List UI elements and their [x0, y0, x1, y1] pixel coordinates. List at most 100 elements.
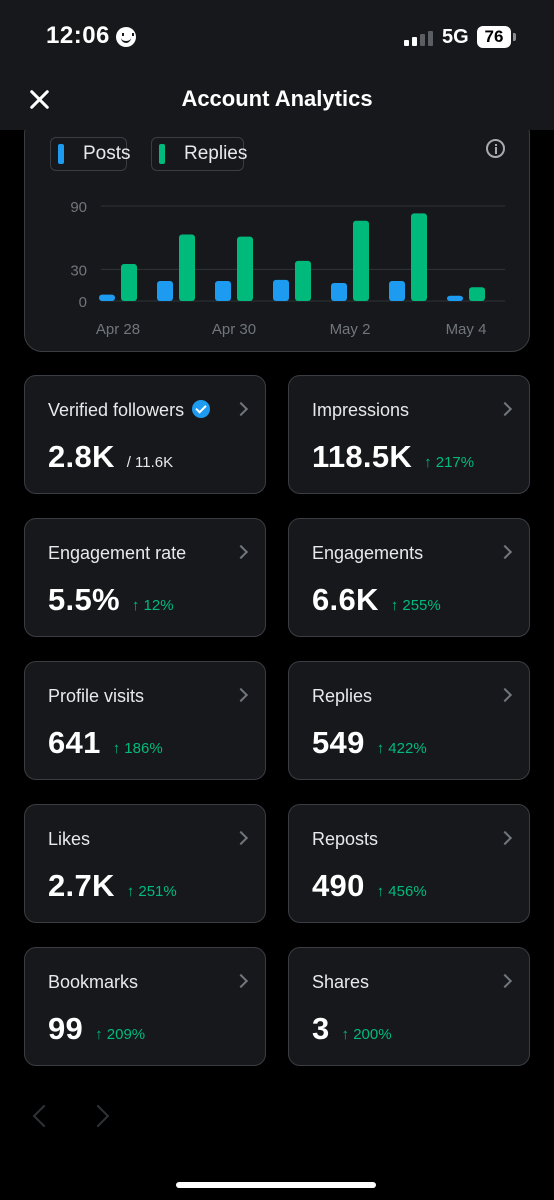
- metric-value: 5.5%: [48, 582, 120, 617]
- metric-card-profile-visits[interactable]: Profile visits 641 ↑ 186%: [24, 661, 266, 780]
- bar-replies-3[interactable]: [295, 260, 311, 301]
- metric-card-engagements[interactable]: Engagements 6.6K ↑ 255%: [288, 518, 530, 637]
- bar-replies-6[interactable]: [469, 287, 485, 301]
- battery-tip: [513, 33, 516, 41]
- metric-row: 2.7K ↑ 251%: [48, 868, 177, 904]
- metric-label: Engagements: [312, 543, 424, 563]
- chevron-right-icon: [497, 544, 513, 560]
- status-bar: 12:06 5G 76: [0, 0, 554, 72]
- status-time: 12:06: [46, 22, 110, 49]
- metric-label: Profile visits: [48, 686, 145, 706]
- metric-row: 6.6K ↑ 255%: [312, 582, 441, 618]
- metric-label: Impressions: [312, 400, 410, 420]
- y-tick-label: 30: [70, 262, 87, 279]
- metric-row: 5.5% ↑ 12%: [48, 582, 174, 618]
- bar-replies-5[interactable]: [411, 213, 427, 301]
- signal-icon: [404, 30, 434, 46]
- legend-posts-label: Posts: [83, 143, 131, 164]
- y-tick-label: 0: [79, 294, 87, 311]
- metric-change: ↑ 422%: [376, 740, 427, 757]
- metric-label: Bookmarks: [48, 972, 139, 992]
- activity-chart: 0 30 90 Apr 28 Apr 30 May 2 May 4: [70, 199, 505, 338]
- metric-value: 2.8K: [48, 439, 115, 474]
- smiley-icon: [116, 27, 136, 47]
- chevron-right-icon: [233, 687, 249, 703]
- bar-posts-1[interactable]: [157, 280, 173, 301]
- bar-posts-4[interactable]: [331, 283, 347, 301]
- x-tick-label: Apr 30: [212, 321, 256, 338]
- metric-change: ↑ 456%: [376, 883, 427, 900]
- metric-row: 490 ↑ 456%: [312, 868, 427, 904]
- chevron-right-icon: [497, 973, 513, 989]
- metric-value: 118.5K: [312, 439, 413, 474]
- legend-swatch-posts: [58, 144, 64, 164]
- metric-value: 6.6K: [312, 582, 379, 617]
- x-tick-label: May 4: [446, 321, 487, 338]
- metric-row: 3 ↑ 200%: [312, 1011, 392, 1047]
- bar-replies-1[interactable]: [179, 234, 195, 302]
- chevron-right-icon: [233, 544, 249, 560]
- chevron-right-icon: [497, 401, 513, 417]
- metric-label: Reposts: [312, 829, 379, 849]
- legend-swatch-replies: [159, 144, 165, 164]
- metric-change: ↑ 186%: [112, 740, 163, 757]
- legend-replies-label: Replies: [184, 143, 248, 164]
- metric-change: ↑ 12%: [131, 597, 174, 614]
- chevron-right-icon: [497, 830, 513, 846]
- metric-change: ↑ 209%: [95, 1026, 146, 1043]
- metric-value: 641: [48, 725, 101, 760]
- chevron-right-icon: [497, 687, 513, 703]
- metric-label: Engagement rate: [48, 543, 187, 563]
- home-indicator: [176, 1182, 376, 1188]
- metric-value: 99: [48, 1011, 84, 1046]
- verified-badge-icon: [192, 400, 211, 418]
- chevron-right-icon: [233, 973, 249, 989]
- metric-row: 2.8K / 11.6K: [48, 439, 173, 475]
- metric-label: Likes: [48, 829, 91, 849]
- metric-card-replies[interactable]: Replies 549 ↑ 422%: [288, 661, 530, 780]
- metric-value: 2.7K: [48, 868, 115, 903]
- metric-row: 99 ↑ 209%: [48, 1011, 145, 1047]
- metric-card-shares[interactable]: Shares 3 ↑ 200%: [288, 947, 530, 1066]
- y-tick-label: 90: [70, 199, 87, 216]
- legend-replies[interactable]: Replies: [151, 137, 248, 171]
- metric-change: ↑ 217%: [424, 454, 475, 471]
- bar-posts-2[interactable]: [215, 280, 231, 301]
- bar-posts-3[interactable]: [273, 279, 289, 301]
- bar-replies-0[interactable]: [121, 264, 137, 301]
- metric-value: 3: [312, 1011, 330, 1046]
- bar-posts-5[interactable]: [389, 280, 405, 301]
- metric-label-text: Verified followers: [48, 400, 185, 420]
- metric-card-engagement-rate[interactable]: Engagement rate 5.5% ↑ 12%: [24, 518, 266, 637]
- metric-value: 490: [312, 868, 365, 903]
- metric-card-reposts[interactable]: Reposts 490 ↑ 456%: [288, 804, 530, 923]
- metric-label: Verified followers: [48, 400, 211, 421]
- metric-card-likes[interactable]: Likes 2.7K ↑ 251%: [24, 804, 266, 923]
- metric-row: 118.5K ↑ 217%: [312, 439, 474, 475]
- metric-label: Shares: [312, 972, 370, 992]
- metric-row: 549 ↑ 422%: [312, 725, 427, 761]
- bar-replies-2[interactable]: [237, 236, 253, 301]
- chevron-right-icon[interactable]: [86, 1104, 110, 1128]
- metric-card-bookmarks[interactable]: Bookmarks 99 ↑ 209%: [24, 947, 266, 1066]
- info-icon[interactable]: [486, 139, 505, 158]
- chevron-right-icon: [233, 830, 249, 846]
- metric-value: 549: [312, 725, 365, 760]
- x-tick-label: Apr 28: [96, 321, 140, 338]
- bar-posts-0[interactable]: [99, 294, 115, 301]
- metric-label: Replies: [312, 686, 373, 706]
- metric-change: ↑ 251%: [126, 883, 177, 900]
- page-title: Account Analytics: [181, 86, 373, 111]
- metric-card-impressions[interactable]: Impressions 118.5K ↑ 217%: [288, 375, 530, 494]
- metric-row: 641 ↑ 186%: [48, 725, 163, 761]
- chevron-right-icon: [233, 401, 249, 417]
- x-tick-label: May 2: [330, 321, 371, 338]
- bar-posts-6[interactable]: [447, 295, 463, 301]
- bar-replies-4[interactable]: [353, 220, 369, 301]
- metric-card-verified-followers[interactable]: Verified followers 2.8K / 11.6K: [24, 375, 266, 494]
- legend-posts[interactable]: Posts: [50, 137, 131, 171]
- battery-icon: 76: [477, 26, 511, 48]
- network-type: 5G: [442, 26, 469, 48]
- activity-chart-card: 0 30 90 Apr 28 Apr 30 May 2 May 4 Posts Replie…: [24, 116, 530, 352]
- chevron-left-icon[interactable]: [32, 1104, 56, 1128]
